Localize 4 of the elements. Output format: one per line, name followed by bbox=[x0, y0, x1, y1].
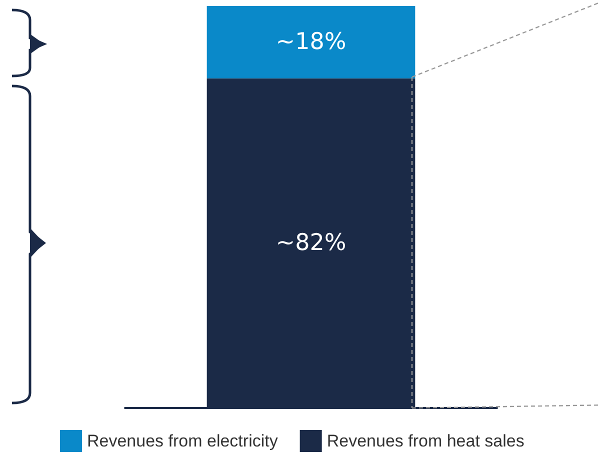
legend-label: Revenues from electricity bbox=[87, 432, 278, 450]
data-label: ~18% bbox=[276, 29, 346, 56]
data-label: ~82% bbox=[276, 230, 346, 256]
legend-label: Revenues from heat sales bbox=[326, 432, 524, 450]
